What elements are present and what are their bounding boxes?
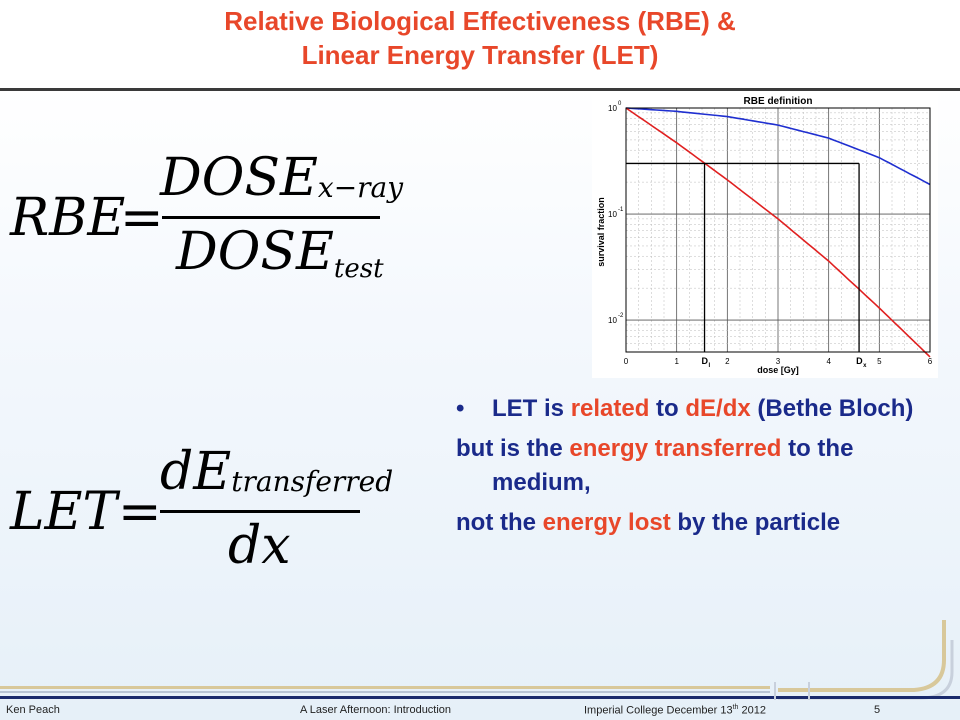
p1-d: dE/dx [685, 395, 751, 422]
x-tick-label: 3 [776, 357, 781, 366]
series-line [625, 107, 931, 358]
p1-b: related [570, 395, 650, 422]
p2-b: energy transferred [569, 435, 782, 462]
chart-title: RBE definition [744, 96, 813, 107]
dose-marker-label: D [702, 356, 709, 366]
let-num-sub: transferred [231, 465, 394, 498]
let-denominator: dx [228, 516, 291, 576]
x-tick-label: 0 [624, 357, 629, 366]
x-tick-label: 1 [674, 357, 679, 366]
rbe-fraction-bar [162, 216, 380, 219]
rbe-num-sub: x−ray [317, 171, 404, 204]
rbe-numerator: DOSEx−ray [160, 150, 403, 214]
title-line-2: Linear Energy Transfer (LET) [301, 40, 659, 70]
let-num-main: dE [160, 442, 232, 502]
title-line-1: Relative Biological Effectiveness (RBE) … [224, 6, 736, 36]
paragraph-2: but is the energy transferred to the med… [456, 432, 946, 500]
title-rule [0, 88, 960, 91]
p2-c: to the medium, [492, 435, 854, 496]
p3-c: by the particle [670, 509, 841, 536]
y-tick-exponent: -2 [618, 313, 624, 319]
slide-title: Relative Biological Effectiveness (RBE) … [0, 4, 960, 72]
rbe-num-main: DOSE [160, 148, 318, 208]
y-tick-exponent: -1 [618, 207, 624, 213]
y-tick-label: 10 [608, 210, 617, 219]
footer-venue-a: Imperial College December 13 [584, 704, 733, 717]
x-tick-label: 6 [928, 357, 933, 366]
rbe-denominator: DOSEtest [176, 224, 384, 297]
chart-grid [625, 107, 931, 353]
footer: Ken Peach A Laser Afternoon: Introductio… [0, 700, 960, 720]
chart-ylabel: survival fraction [596, 197, 606, 267]
footer-author: Ken Peach [6, 704, 60, 716]
p1-e: (Bethe Bloch) [750, 395, 914, 422]
dose-marker-label: D [856, 356, 863, 366]
chart-frame [625, 107, 931, 353]
body-text: • LET is related to dE/dx (Bethe Bloch) … [456, 392, 946, 540]
let-fraction-bar [160, 510, 360, 513]
y-tick-label: 10 [608, 316, 617, 325]
footer-venue-sup: th [732, 704, 739, 711]
p3-a: not the [456, 509, 543, 536]
rbe-definition-chart: RBE definition survival fraction dose [G… [592, 92, 938, 378]
let-equals: = [118, 482, 162, 542]
footer-talk: A Laser Afternoon: Introduction [300, 704, 452, 716]
p2-a: but is the [456, 435, 570, 462]
rbe-equals: = [120, 188, 164, 248]
y-tick-exponent: 0 [618, 101, 622, 107]
footer-page: 5 [874, 704, 881, 716]
chart-series [625, 107, 931, 358]
series-line [625, 107, 931, 186]
rbe-lhs: RBE [10, 188, 126, 248]
rbe-equation: RBE = DOSEx−ray DOSEtest [0, 140, 440, 300]
bullet-icon: • [456, 395, 465, 422]
rbe-den-main: DOSE [176, 222, 334, 282]
dose-marker-sub: I [709, 363, 711, 369]
x-tick-label: 5 [877, 357, 882, 366]
y-tick-label: 10 [608, 104, 617, 113]
x-tick-label: 4 [826, 357, 831, 366]
chart-xlabel: dose [Gy] [757, 365, 799, 375]
paragraph-3: not the energy lost by the particle [456, 506, 946, 540]
let-lhs: LET [10, 482, 118, 542]
footer-venue: Imperial College December 13th 2012 [584, 704, 766, 717]
p3-b: energy lost [542, 509, 671, 536]
let-numerator: dEtransferred [160, 444, 393, 508]
rbe-den-sub: test [333, 254, 384, 284]
p1-c: to [649, 395, 686, 422]
p1-a: LET is [492, 395, 571, 422]
dose-marker-sub: x [863, 363, 867, 369]
x-tick-label: 2 [725, 357, 730, 366]
bullet-paragraph: • LET is related to dE/dx (Bethe Bloch) [456, 392, 946, 426]
let-equation: LET = dEtransferred dx [0, 440, 440, 590]
footer-venue-b: 2012 [738, 704, 766, 717]
